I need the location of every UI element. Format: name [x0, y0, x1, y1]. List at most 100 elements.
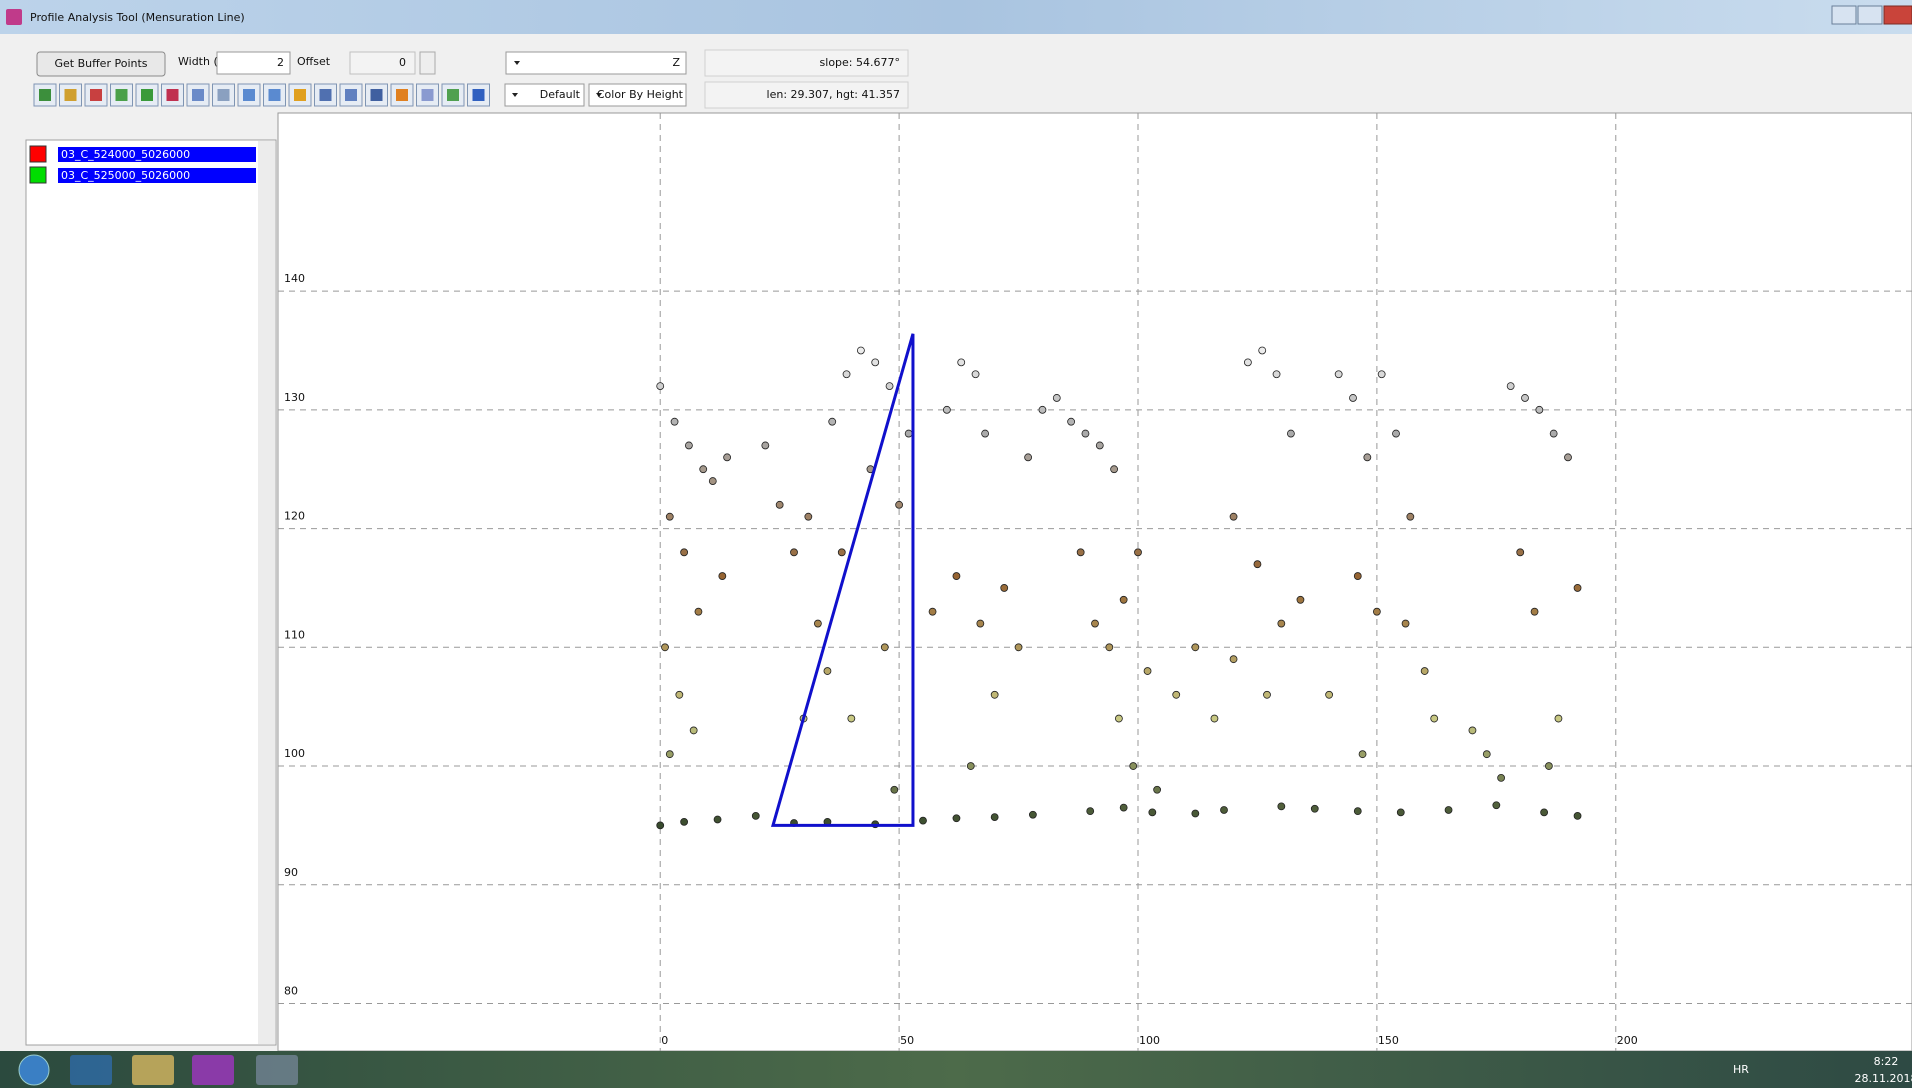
point — [1015, 644, 1022, 651]
point — [805, 513, 812, 520]
tool-glyph — [371, 89, 383, 101]
point — [1522, 394, 1529, 401]
point — [1359, 751, 1366, 758]
point — [666, 751, 673, 758]
point — [1221, 806, 1228, 813]
point — [953, 815, 960, 822]
offset-spinner[interactable] — [420, 52, 435, 74]
point — [1092, 620, 1099, 627]
axis-combo[interactable] — [506, 52, 686, 74]
y-tick-label: 100 — [284, 747, 305, 760]
point — [1230, 656, 1237, 663]
point — [752, 812, 759, 819]
point — [1565, 454, 1572, 461]
minimize-button[interactable] — [1832, 6, 1856, 24]
ie-icon[interactable] — [70, 1055, 112, 1085]
point — [958, 359, 965, 366]
point — [1173, 691, 1180, 698]
point — [791, 549, 798, 556]
point — [953, 573, 960, 580]
qt-icon[interactable] — [192, 1055, 234, 1085]
clock-time: 8:22 — [1874, 1055, 1899, 1068]
point — [1445, 806, 1452, 813]
point — [657, 822, 664, 829]
point — [1421, 668, 1428, 675]
x-tick-label: 0 — [661, 1034, 668, 1047]
point — [1350, 394, 1357, 401]
title-bar — [0, 0, 1912, 34]
point — [824, 668, 831, 675]
point — [690, 727, 697, 734]
point — [681, 818, 688, 825]
slope-readout: slope: 54.677° — [820, 56, 900, 69]
point — [1135, 549, 1142, 556]
scrollbar[interactable] — [258, 141, 275, 1044]
point — [829, 418, 836, 425]
point — [662, 644, 669, 651]
point — [1431, 715, 1438, 722]
point — [1259, 347, 1266, 354]
point — [1335, 371, 1342, 378]
point — [1531, 608, 1538, 615]
close-button[interactable] — [1884, 6, 1912, 24]
point — [1287, 430, 1294, 437]
point — [1096, 442, 1103, 449]
maximize-button[interactable] — [1858, 6, 1882, 24]
point — [1469, 727, 1476, 734]
point — [977, 620, 984, 627]
point — [1211, 715, 1218, 722]
point — [886, 383, 893, 390]
point — [1149, 809, 1156, 816]
page: { "window": {"title": "Profile Analysis … — [0, 0, 1912, 1088]
point — [1001, 584, 1008, 591]
tool-glyph — [90, 89, 102, 101]
point — [843, 371, 850, 378]
tool-glyph — [218, 89, 230, 101]
point — [896, 501, 903, 508]
clock-date: 28.11.2018 — [1855, 1072, 1912, 1085]
point — [1364, 454, 1371, 461]
point — [1407, 513, 1414, 520]
layer-list — [26, 140, 276, 1045]
point — [1111, 466, 1118, 473]
point — [1297, 596, 1304, 603]
y-tick-label: 110 — [284, 628, 305, 641]
y-tick-label: 120 — [284, 510, 305, 523]
start-button[interactable] — [19, 1055, 49, 1085]
point — [838, 549, 845, 556]
point — [1326, 691, 1333, 698]
point — [1120, 596, 1127, 603]
point — [1192, 644, 1199, 651]
plot-area — [278, 113, 1912, 1051]
point — [1273, 371, 1280, 378]
point — [1311, 805, 1318, 812]
app-icon — [6, 9, 22, 25]
point — [709, 478, 716, 485]
explorer-icon[interactable] — [132, 1055, 174, 1085]
point — [905, 430, 912, 437]
y-tick-label: 80 — [284, 985, 298, 998]
paint-icon[interactable] — [256, 1055, 298, 1085]
y-tick-label: 140 — [284, 272, 305, 285]
point — [943, 406, 950, 413]
tool-glyph — [294, 89, 306, 101]
tool-glyph — [396, 89, 408, 101]
point — [1039, 406, 1046, 413]
x-tick-label: 50 — [900, 1034, 914, 1047]
point — [666, 513, 673, 520]
point — [991, 814, 998, 821]
axis-combo-value: Z — [672, 56, 680, 69]
point — [1545, 763, 1552, 770]
point — [1068, 418, 1075, 425]
point — [982, 430, 989, 437]
point — [1025, 454, 1032, 461]
point — [1264, 691, 1271, 698]
point — [991, 691, 998, 698]
point — [1278, 803, 1285, 810]
y-tick-label: 90 — [284, 866, 298, 879]
screen: Profile Analysis Tool (Mensuration Line)… — [0, 0, 1912, 1088]
point — [891, 786, 898, 793]
point — [1555, 715, 1562, 722]
width-value: 2 — [277, 56, 284, 69]
point — [972, 371, 979, 378]
